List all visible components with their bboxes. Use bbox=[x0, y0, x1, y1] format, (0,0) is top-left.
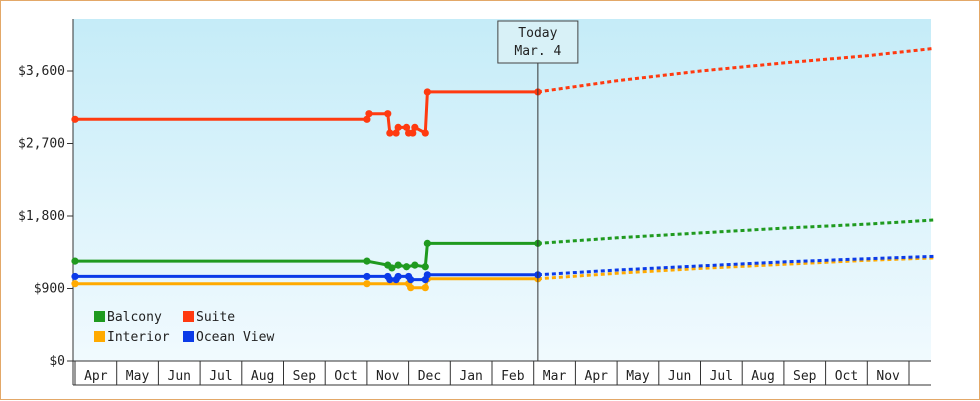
data-point-suite bbox=[421, 129, 429, 137]
data-point-balcony bbox=[388, 264, 396, 272]
data-point-balcony bbox=[394, 261, 402, 269]
data-point-suite bbox=[365, 110, 373, 118]
data-point-ocean-view bbox=[363, 272, 371, 281]
x-tick-label: Nov bbox=[876, 369, 900, 384]
legend-label-balcony: Balcony bbox=[107, 310, 162, 325]
today-box bbox=[497, 20, 579, 64]
y-axis: $0 $900 $1,800 $2,700 $3,600 bbox=[18, 19, 74, 385]
today-date: Mar. 4 bbox=[514, 44, 561, 59]
x-tick-label: Oct bbox=[334, 369, 357, 384]
data-point-ocean-view bbox=[407, 276, 415, 284]
forecast-line-ocean-view bbox=[537, 254, 935, 277]
data-point-ocean-view bbox=[423, 271, 431, 279]
data-point-suite bbox=[394, 123, 402, 131]
plot-area bbox=[73, 19, 931, 361]
y-tick-label: $900 bbox=[34, 282, 65, 297]
data-point-balcony bbox=[71, 257, 79, 265]
legend-label-suite: Suite bbox=[196, 310, 235, 325]
legend-swatch-balcony bbox=[94, 311, 105, 322]
data-point-ocean-view bbox=[394, 272, 402, 281]
data-point-suite bbox=[363, 115, 371, 123]
x-tick-label: Mar bbox=[543, 369, 567, 384]
legend[interactable]: Balcony Suite Interior Ocean View bbox=[94, 310, 274, 345]
x-axis: Apr May Jun Jul Aug Sep Oct Nov Dec Jan Feb Mar Apr M… bbox=[73, 360, 931, 386]
legend-label-ocean-view: Ocean View bbox=[196, 330, 274, 345]
data-point-balcony bbox=[402, 263, 411, 271]
x-tick-label: Dec bbox=[418, 369, 441, 384]
x-tick-label: Apr bbox=[585, 369, 609, 384]
data-point-suite bbox=[71, 115, 79, 123]
x-tick-label: Apr bbox=[84, 369, 108, 384]
x-tick-label: Jun bbox=[668, 369, 691, 384]
today-label: Today bbox=[518, 26, 557, 41]
data-point-ocean-view bbox=[71, 272, 79, 281]
data-point-suite bbox=[402, 123, 411, 131]
x-tick-label: May bbox=[626, 369, 650, 384]
y-tick-label: $3,600 bbox=[18, 64, 65, 79]
x-tick-label: Jul bbox=[710, 369, 733, 384]
legend-swatch-interior bbox=[94, 331, 105, 342]
data-point-interior bbox=[407, 284, 415, 292]
x-tick-label: Jul bbox=[209, 369, 232, 384]
x-tick-label: Aug bbox=[251, 369, 274, 384]
data-point-suite bbox=[386, 129, 394, 137]
data-point-interior bbox=[71, 280, 79, 288]
forecast-line-suite bbox=[537, 46, 935, 94]
x-tick-label: Jan bbox=[459, 369, 482, 384]
data-point-interior bbox=[363, 280, 371, 288]
x-tick-label: Sep bbox=[293, 369, 317, 384]
today-marker: Today Mar. 4 bbox=[497, 20, 579, 361]
forecast-line-interior bbox=[537, 256, 935, 281]
legend-label-interior: Interior bbox=[107, 330, 170, 345]
x-tick-label: Jun bbox=[168, 369, 191, 384]
legend-swatch-ocean-view bbox=[183, 331, 194, 342]
x-tick-label: Sep bbox=[793, 369, 817, 384]
x-tick-label: Oct bbox=[835, 369, 858, 384]
x-tick-label: May bbox=[126, 369, 150, 384]
data-point-balcony bbox=[363, 257, 371, 265]
x-tick-label: Nov bbox=[376, 369, 400, 384]
data-point-balcony bbox=[411, 261, 419, 269]
y-tick-label: $2,700 bbox=[18, 137, 65, 152]
y-tick-label: $1,800 bbox=[18, 209, 65, 224]
legend-swatch-suite bbox=[183, 311, 194, 322]
y-tick-label: $0 bbox=[49, 354, 65, 369]
data-point-interior bbox=[421, 284, 429, 292]
x-tick-label: Feb bbox=[501, 369, 525, 384]
forecast-line-balcony bbox=[537, 218, 935, 245]
data-point-suite bbox=[384, 110, 392, 118]
data-point-suite bbox=[423, 88, 431, 96]
series-line-balcony bbox=[75, 241, 538, 270]
series-layer bbox=[71, 46, 935, 292]
data-point-suite bbox=[409, 129, 417, 137]
data-point-suite bbox=[392, 129, 400, 137]
data-point-balcony bbox=[423, 239, 431, 247]
data-point-ocean-view bbox=[386, 276, 394, 284]
data-point-balcony bbox=[421, 263, 429, 271]
x-tick-label: Aug bbox=[751, 369, 774, 384]
data-point-suite bbox=[411, 123, 419, 131]
